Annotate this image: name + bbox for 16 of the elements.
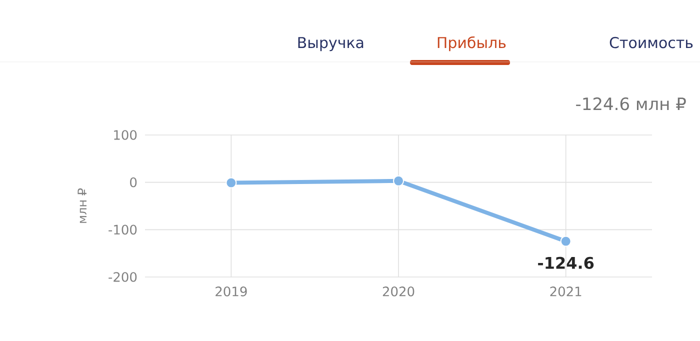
y-tick-label: 100 xyxy=(114,130,137,140)
point xyxy=(226,177,237,188)
point xyxy=(560,236,572,247)
data-label: -124.6 xyxy=(538,256,594,269)
y-tick-label: -200 xyxy=(108,272,137,282)
x-tick-label: 2020 xyxy=(382,286,414,296)
y-axis-title: млн ₽ xyxy=(78,188,86,223)
y-tick-label: 0 xyxy=(130,177,137,188)
chart-subtitle: -124.6 млн ₽ xyxy=(576,97,686,110)
point xyxy=(393,175,404,186)
text: Стоимость xyxy=(610,36,693,48)
text: Прибыль xyxy=(438,36,506,52)
x-tick-label: 2019 xyxy=(216,286,247,296)
text: Выручка xyxy=(298,37,364,52)
y-tick-label: -100 xyxy=(108,224,137,235)
x-tick-label: 2021 xyxy=(550,286,582,296)
